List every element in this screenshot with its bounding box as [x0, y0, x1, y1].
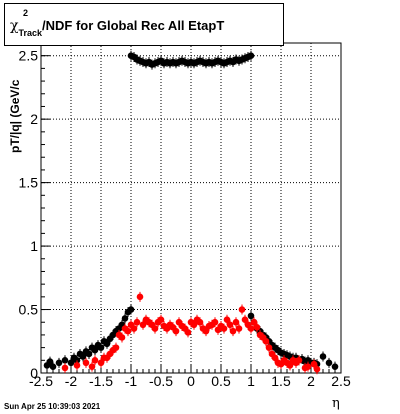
red-point	[226, 321, 234, 329]
red-point	[202, 327, 210, 335]
x-tick-label: -2	[65, 373, 78, 389]
red-point	[139, 321, 147, 329]
red-point	[133, 318, 141, 326]
black-point	[79, 353, 87, 360]
red-point	[190, 321, 198, 329]
red-point	[73, 362, 81, 369]
data-points	[43, 50, 339, 375]
red-point	[124, 327, 132, 335]
x-tick-label: 2	[307, 373, 315, 389]
red-point	[97, 359, 105, 367]
y-tick-label: 0	[30, 365, 38, 381]
black-point	[61, 357, 69, 364]
x-tick-label: 2.5	[331, 373, 351, 389]
x-tick-label: 1	[247, 373, 255, 389]
x-tick-label: 0	[187, 373, 195, 389]
grid-lines	[41, 43, 341, 373]
red-point	[151, 325, 159, 332]
axes: -2.5 -2 -1.5 -1 -0.5 0 0.5 1 1.5 2 2.5 0 0.5 1 1.5 2 2.5	[19, 42, 351, 389]
red-point	[241, 316, 249, 323]
y-tick-label: 2	[30, 111, 38, 127]
black-point	[91, 346, 99, 354]
y-tick-label: 1	[30, 238, 38, 254]
red-point	[82, 359, 90, 367]
y-tick-label: 0.5	[19, 302, 39, 318]
black-point	[67, 359, 75, 367]
red-point	[271, 354, 279, 362]
black-point	[55, 359, 63, 367]
x-tick-label: -0.5	[149, 373, 173, 389]
red-point	[310, 360, 318, 368]
red-point	[118, 334, 126, 341]
black-point	[331, 363, 339, 370]
black-point	[46, 358, 54, 365]
x-axis-label: η	[332, 396, 340, 411]
x-tick-label: 1.5	[271, 373, 291, 389]
x-tick-label: 0.5	[211, 373, 231, 389]
y-tick-label: 2.5	[19, 48, 39, 64]
black-point	[325, 359, 333, 367]
datestamp: Sun Apr 25 10:39:03 2021	[4, 402, 101, 411]
red-point	[136, 293, 144, 301]
red-point	[112, 344, 120, 351]
red-point	[196, 318, 204, 326]
red-point	[211, 318, 219, 326]
x-tick-label: -2.5	[29, 373, 53, 389]
red-point	[229, 327, 237, 335]
black-point	[121, 315, 129, 322]
red-point	[232, 318, 240, 326]
red-point	[286, 362, 294, 369]
red-point	[172, 327, 180, 335]
red-point	[304, 363, 312, 370]
black-point	[73, 357, 81, 364]
y-axis-label: pT/|q| (GeV/c	[8, 79, 22, 153]
chart-title: χ 2 Track/NDF for Global Rec All EtapT	[10, 8, 225, 38]
red-point	[157, 316, 165, 323]
title-rest: /NDF for Global Rec All EtapT	[42, 18, 225, 33]
red-point	[295, 357, 303, 364]
black-point	[103, 340, 111, 348]
title-chi: χ	[10, 18, 19, 34]
red-point	[235, 325, 243, 332]
black-point	[127, 306, 135, 313]
red-point	[253, 324, 261, 331]
red-point	[238, 306, 246, 313]
x-tick-label: -1.5	[89, 373, 113, 389]
black-point	[49, 363, 57, 370]
red-point	[247, 325, 255, 332]
title-sup: 2	[23, 8, 29, 18]
red-point	[223, 316, 231, 323]
black-point	[247, 312, 255, 320]
black-point	[85, 350, 93, 358]
red-point	[265, 344, 273, 351]
red-point	[220, 325, 228, 332]
title-sub: Track	[18, 28, 43, 38]
red-point	[130, 325, 138, 332]
black-point	[97, 344, 105, 351]
black-point	[319, 353, 327, 360]
y-tick-label: 1.5	[19, 175, 39, 191]
red-point	[262, 337, 270, 345]
chart-title-box: χ 2 Track/NDF for Global Rec All EtapT	[4, 3, 284, 46]
red-point	[91, 357, 99, 364]
red-point	[313, 365, 321, 373]
red-point	[88, 363, 96, 370]
red-point	[61, 364, 69, 372]
x-tick-label: -1	[125, 373, 138, 389]
red-point	[250, 318, 258, 326]
black-point	[247, 52, 255, 59]
red-point	[184, 329, 192, 336]
